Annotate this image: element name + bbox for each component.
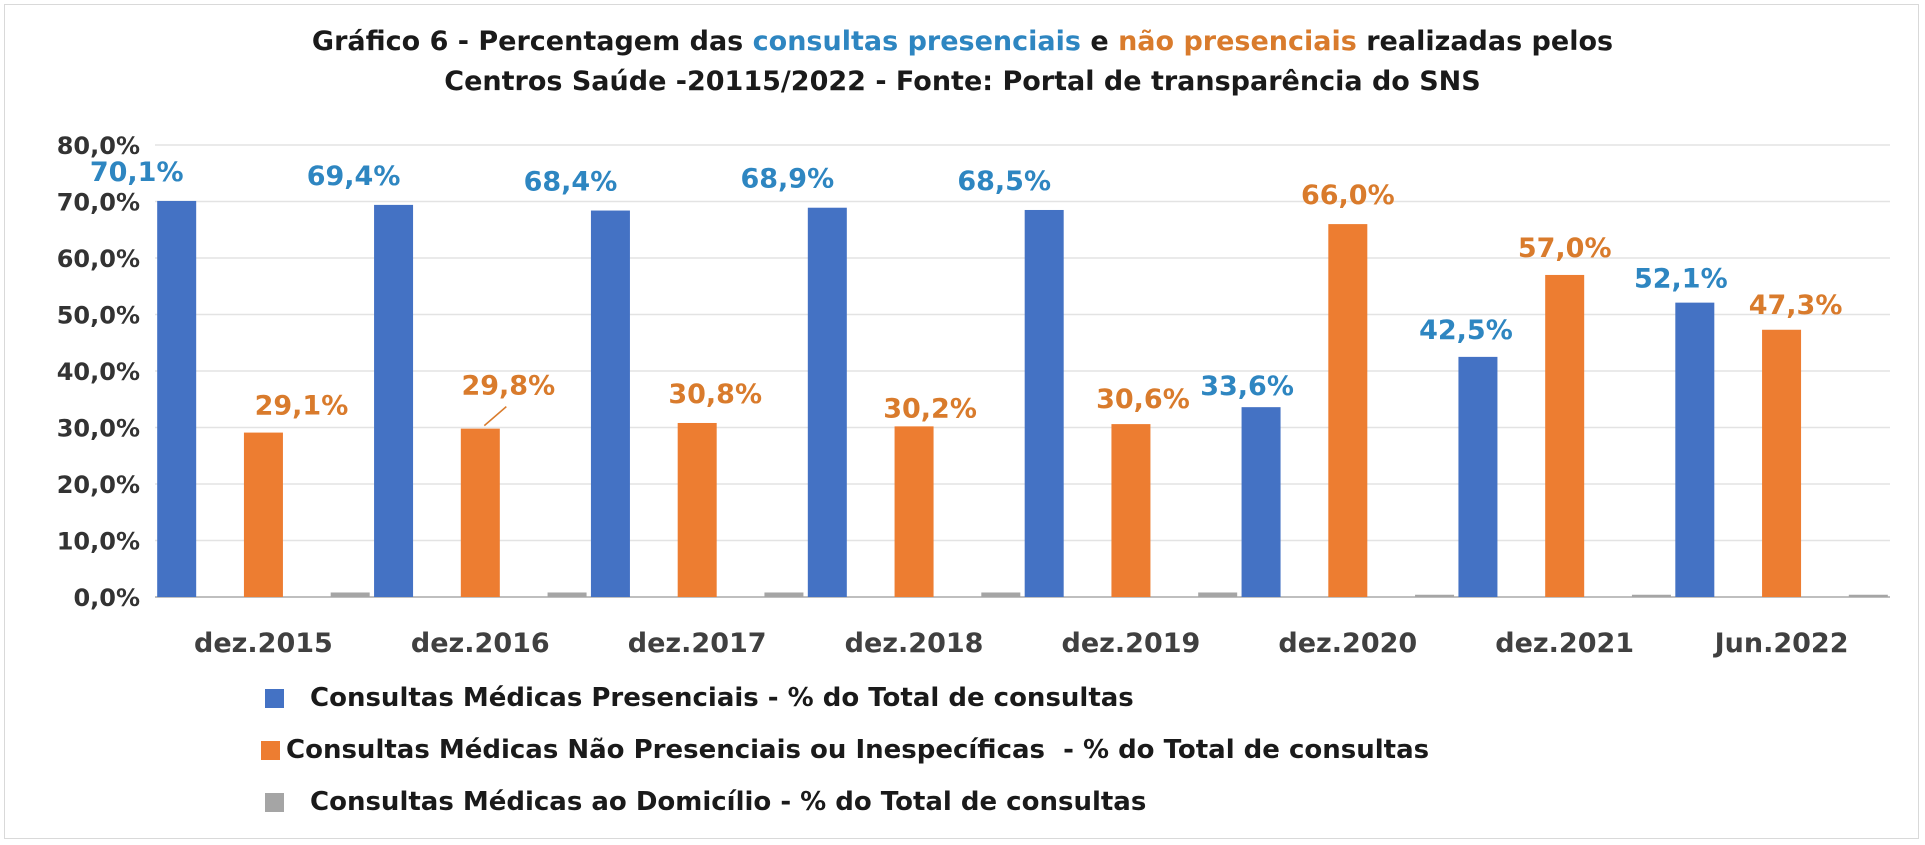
x-tick-label: dez.2016 xyxy=(411,628,550,659)
data-label-presenciais: 52,1% xyxy=(1634,264,1728,295)
bar-nao-presenciais xyxy=(677,422,717,597)
chart-frame xyxy=(4,4,1919,839)
title-prefix: Gráfico 6 - Percentagem das xyxy=(311,26,753,57)
title-highlight-presenciais: consultas presenciais xyxy=(752,26,1081,57)
bar-nao-presenciais xyxy=(243,432,283,597)
bar-nao-presenciais xyxy=(460,428,500,597)
data-label-presenciais: 33,6% xyxy=(1200,371,1294,402)
x-tick-label: dez.2019 xyxy=(1062,628,1201,659)
x-tick-label: dez.2018 xyxy=(845,628,984,659)
bar-presenciais xyxy=(1241,407,1281,597)
bar-presenciais xyxy=(590,210,630,598)
bar-presenciais xyxy=(1458,356,1498,597)
y-tick-label: 20,0% xyxy=(57,471,140,499)
bar-domicilio xyxy=(1415,594,1455,597)
x-tick-label: dez.2021 xyxy=(1495,628,1634,659)
legend-swatch-presenciais xyxy=(265,688,284,708)
bar-presenciais xyxy=(807,207,847,597)
legend-label-presenciais: Consultas Médicas Presenciais - % do Tot… xyxy=(310,683,1134,713)
bar-domicilio xyxy=(764,592,804,597)
x-tick-label: Jun.2022 xyxy=(1713,628,1849,659)
y-tick-label: 30,0% xyxy=(57,415,140,443)
bar-nao-presenciais xyxy=(1762,329,1802,597)
data-label-nao-presenciais: 30,8% xyxy=(668,379,762,410)
data-label-nao-presenciais: 30,2% xyxy=(883,393,977,424)
bar-domicilio xyxy=(1631,594,1671,597)
y-tick-label: 80,0% xyxy=(57,132,140,160)
y-tick-label: 40,0% xyxy=(57,358,140,386)
data-label-presenciais: 69,4% xyxy=(307,161,401,192)
legend-label-nao-presenciais: Consultas Médicas Não Presenciais ou Ine… xyxy=(286,735,1430,765)
data-label-presenciais: 68,4% xyxy=(524,167,618,198)
x-tick-label: dez.2020 xyxy=(1278,628,1417,659)
bar-presenciais xyxy=(374,204,414,597)
legend-item-presenciais[interactable]: Consultas Médicas Presenciais - % do Tot… xyxy=(265,680,1134,716)
legend-label-domicilio: Consultas Médicas ao Domicílio - % do To… xyxy=(310,787,1147,817)
title-connector: e xyxy=(1080,26,1119,57)
data-label-leader-line xyxy=(483,406,507,427)
y-tick-label: 50,0% xyxy=(57,302,140,330)
bar-chart: 0,0% 10,0% 20,0% 30,0% 40,0% 50,0% 60,0% 70,0% 8… xyxy=(57,132,1890,659)
data-label-nao-presenciais: 29,1% xyxy=(255,391,349,422)
data-label-nao-presenciais: 57,0% xyxy=(1518,233,1612,264)
bar-domicilio xyxy=(547,592,587,597)
data-label-nao-presenciais: 47,3% xyxy=(1749,290,1843,321)
data-label-nao-presenciais: 30,6% xyxy=(1096,384,1190,415)
bar-domicilio xyxy=(981,592,1021,597)
bar-presenciais xyxy=(157,200,197,597)
bar-nao-presenciais xyxy=(1111,424,1151,597)
bar-nao-presenciais xyxy=(1328,224,1368,597)
chart-title-line-1: Gráfico 6 - Percentagem das consultas pr… xyxy=(0,22,1925,62)
x-tick-label: dez.2017 xyxy=(628,628,767,659)
legend-swatch-domicilio xyxy=(265,792,284,812)
data-label-presenciais: 42,5% xyxy=(1419,315,1513,346)
data-label-presenciais: 70,1% xyxy=(90,157,184,188)
y-tick-label: 10,0% xyxy=(57,528,140,556)
bar-nao-presenciais xyxy=(894,426,934,597)
y-tick-label: 0,0% xyxy=(73,584,140,612)
title-suffix: realizadas pelos xyxy=(1356,26,1614,57)
chart-title: Gráfico 6 - Percentagem das consultas pr… xyxy=(0,22,1925,102)
legend-item-nao-presenciais[interactable]: Consultas Médicas Não Presenciais ou Ine… xyxy=(261,732,1429,768)
data-label-nao-presenciais: 29,8% xyxy=(461,371,555,402)
data-label-presenciais: 68,9% xyxy=(740,164,834,195)
x-tick-label: dez.2015 xyxy=(194,628,333,659)
bar-domicilio xyxy=(330,592,370,597)
title-highlight-nao-presenciais: não presenciais xyxy=(1118,26,1357,57)
data-label-nao-presenciais: 66,0% xyxy=(1301,180,1395,211)
bar-presenciais xyxy=(1675,302,1715,597)
bar-domicilio xyxy=(1848,594,1888,597)
y-tick-label: 70,0% xyxy=(57,189,140,217)
legend-item-domicilio[interactable]: Consultas Médicas ao Domicílio - % do To… xyxy=(265,784,1146,820)
data-label-presenciais: 68,5% xyxy=(957,166,1051,197)
bar-domicilio xyxy=(1198,592,1238,597)
bar-nao-presenciais xyxy=(1545,274,1585,597)
legend-swatch-nao-presenciais xyxy=(261,740,280,760)
chart-title-line-2: Centros Saúde -20115/2022 - Fonte: Porta… xyxy=(444,66,1481,97)
y-tick-label: 60,0% xyxy=(57,245,140,273)
bar-presenciais xyxy=(1024,209,1064,597)
